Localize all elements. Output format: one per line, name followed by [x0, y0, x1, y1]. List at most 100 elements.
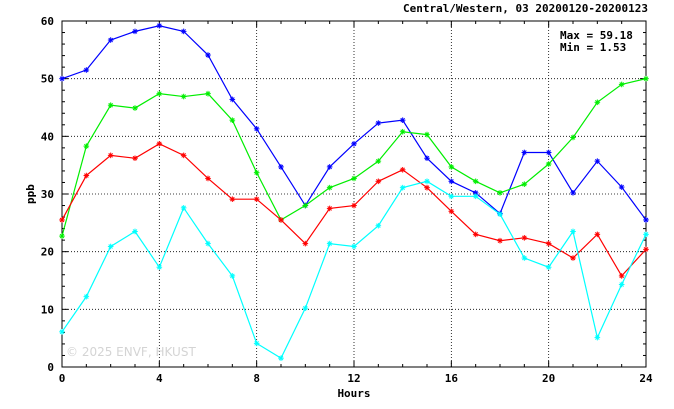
y-tick-label: 60 [41, 15, 54, 28]
data-point [399, 117, 406, 123]
data-point [618, 184, 625, 190]
data-point [472, 193, 479, 200]
data-point [643, 75, 649, 82]
data-point [643, 231, 649, 238]
data-point [132, 105, 138, 111]
data-point [253, 196, 260, 202]
data-point [448, 178, 455, 185]
data-point [618, 81, 625, 88]
data-point [107, 102, 114, 108]
data-point [229, 273, 236, 279]
data-point [497, 211, 503, 217]
data-point [83, 143, 90, 149]
max-stat: Max = 59.18 [560, 29, 633, 42]
chart-title: Central/Western, 03 20200120-20200123 [403, 2, 648, 15]
data-point [253, 340, 260, 347]
data-point [253, 169, 260, 176]
data-point [399, 128, 406, 135]
grid-lines [62, 21, 646, 367]
data-point [205, 90, 211, 97]
x-tick-label: 20 [542, 372, 555, 385]
data-point [205, 52, 211, 58]
y-tick-label: 30 [41, 188, 54, 201]
x-tick-label: 0 [59, 372, 66, 385]
data-point [326, 240, 333, 247]
data-point [132, 155, 138, 162]
data-point [180, 93, 187, 100]
series-1 [59, 22, 649, 223]
data-point [278, 355, 284, 361]
data-point [132, 228, 138, 235]
data-point [521, 255, 528, 261]
data-point [472, 178, 479, 185]
data-point [180, 205, 187, 211]
data-point [59, 217, 65, 223]
data-point [594, 231, 601, 238]
x-tick-label: 12 [347, 372, 360, 385]
data-point [107, 243, 114, 250]
y-axis-label: ppb [24, 184, 37, 204]
data-point [326, 205, 333, 212]
data-point [424, 131, 430, 138]
data-point [375, 158, 382, 164]
data-point [618, 281, 625, 288]
series-4 [59, 178, 649, 361]
data-point [570, 190, 576, 196]
data-point [594, 99, 601, 106]
data-point [399, 184, 406, 191]
data-point [351, 175, 357, 182]
y-tick-label: 10 [41, 303, 54, 316]
x-tick-label: 4 [156, 372, 163, 385]
data-point [59, 75, 65, 82]
data-point [180, 152, 187, 159]
data-point [59, 233, 65, 239]
data-point [83, 172, 90, 179]
axis-ticks: 0 4 8 12 16 20 24 0 10 20 30 40 50 60 [41, 15, 653, 385]
data-point [229, 96, 236, 103]
data-point [570, 255, 576, 261]
x-axis-label: Hours [337, 387, 370, 400]
data-point [448, 164, 455, 170]
data-point [83, 293, 90, 300]
data-point [545, 264, 552, 271]
data-point [83, 67, 90, 73]
series-layer [59, 22, 649, 361]
data-point [594, 158, 601, 164]
data-point [472, 231, 479, 238]
series-2 [59, 75, 649, 239]
data-point [229, 117, 236, 123]
data-point [594, 334, 601, 341]
y-tick-label: 40 [41, 130, 54, 143]
data-point [545, 240, 552, 247]
data-point [570, 228, 576, 235]
data-point [375, 222, 382, 229]
data-point [351, 243, 357, 250]
data-point [156, 22, 163, 29]
series-line [61, 143, 647, 277]
data-point [521, 149, 528, 156]
data-point [302, 202, 309, 209]
data-point [448, 193, 455, 200]
y-tick-label: 0 [47, 361, 54, 374]
data-point [107, 37, 114, 43]
data-point [156, 141, 163, 147]
data-point [448, 208, 455, 215]
data-point [497, 190, 503, 196]
watermark: © 2025 ENVF, HKUST [66, 345, 196, 359]
data-point [205, 175, 211, 182]
data-point [424, 184, 430, 191]
x-tick-label: 8 [253, 372, 260, 385]
data-point [205, 240, 211, 247]
data-point [521, 235, 528, 241]
x-tick-label: 24 [639, 372, 653, 385]
data-point [521, 181, 528, 187]
data-point [156, 264, 163, 271]
series-3 [59, 141, 649, 279]
data-point [107, 152, 114, 159]
data-point [132, 28, 138, 35]
data-point [302, 240, 309, 247]
y-tick-label: 50 [41, 73, 54, 86]
data-point [375, 120, 382, 126]
data-point [253, 126, 260, 132]
data-point [424, 155, 430, 162]
